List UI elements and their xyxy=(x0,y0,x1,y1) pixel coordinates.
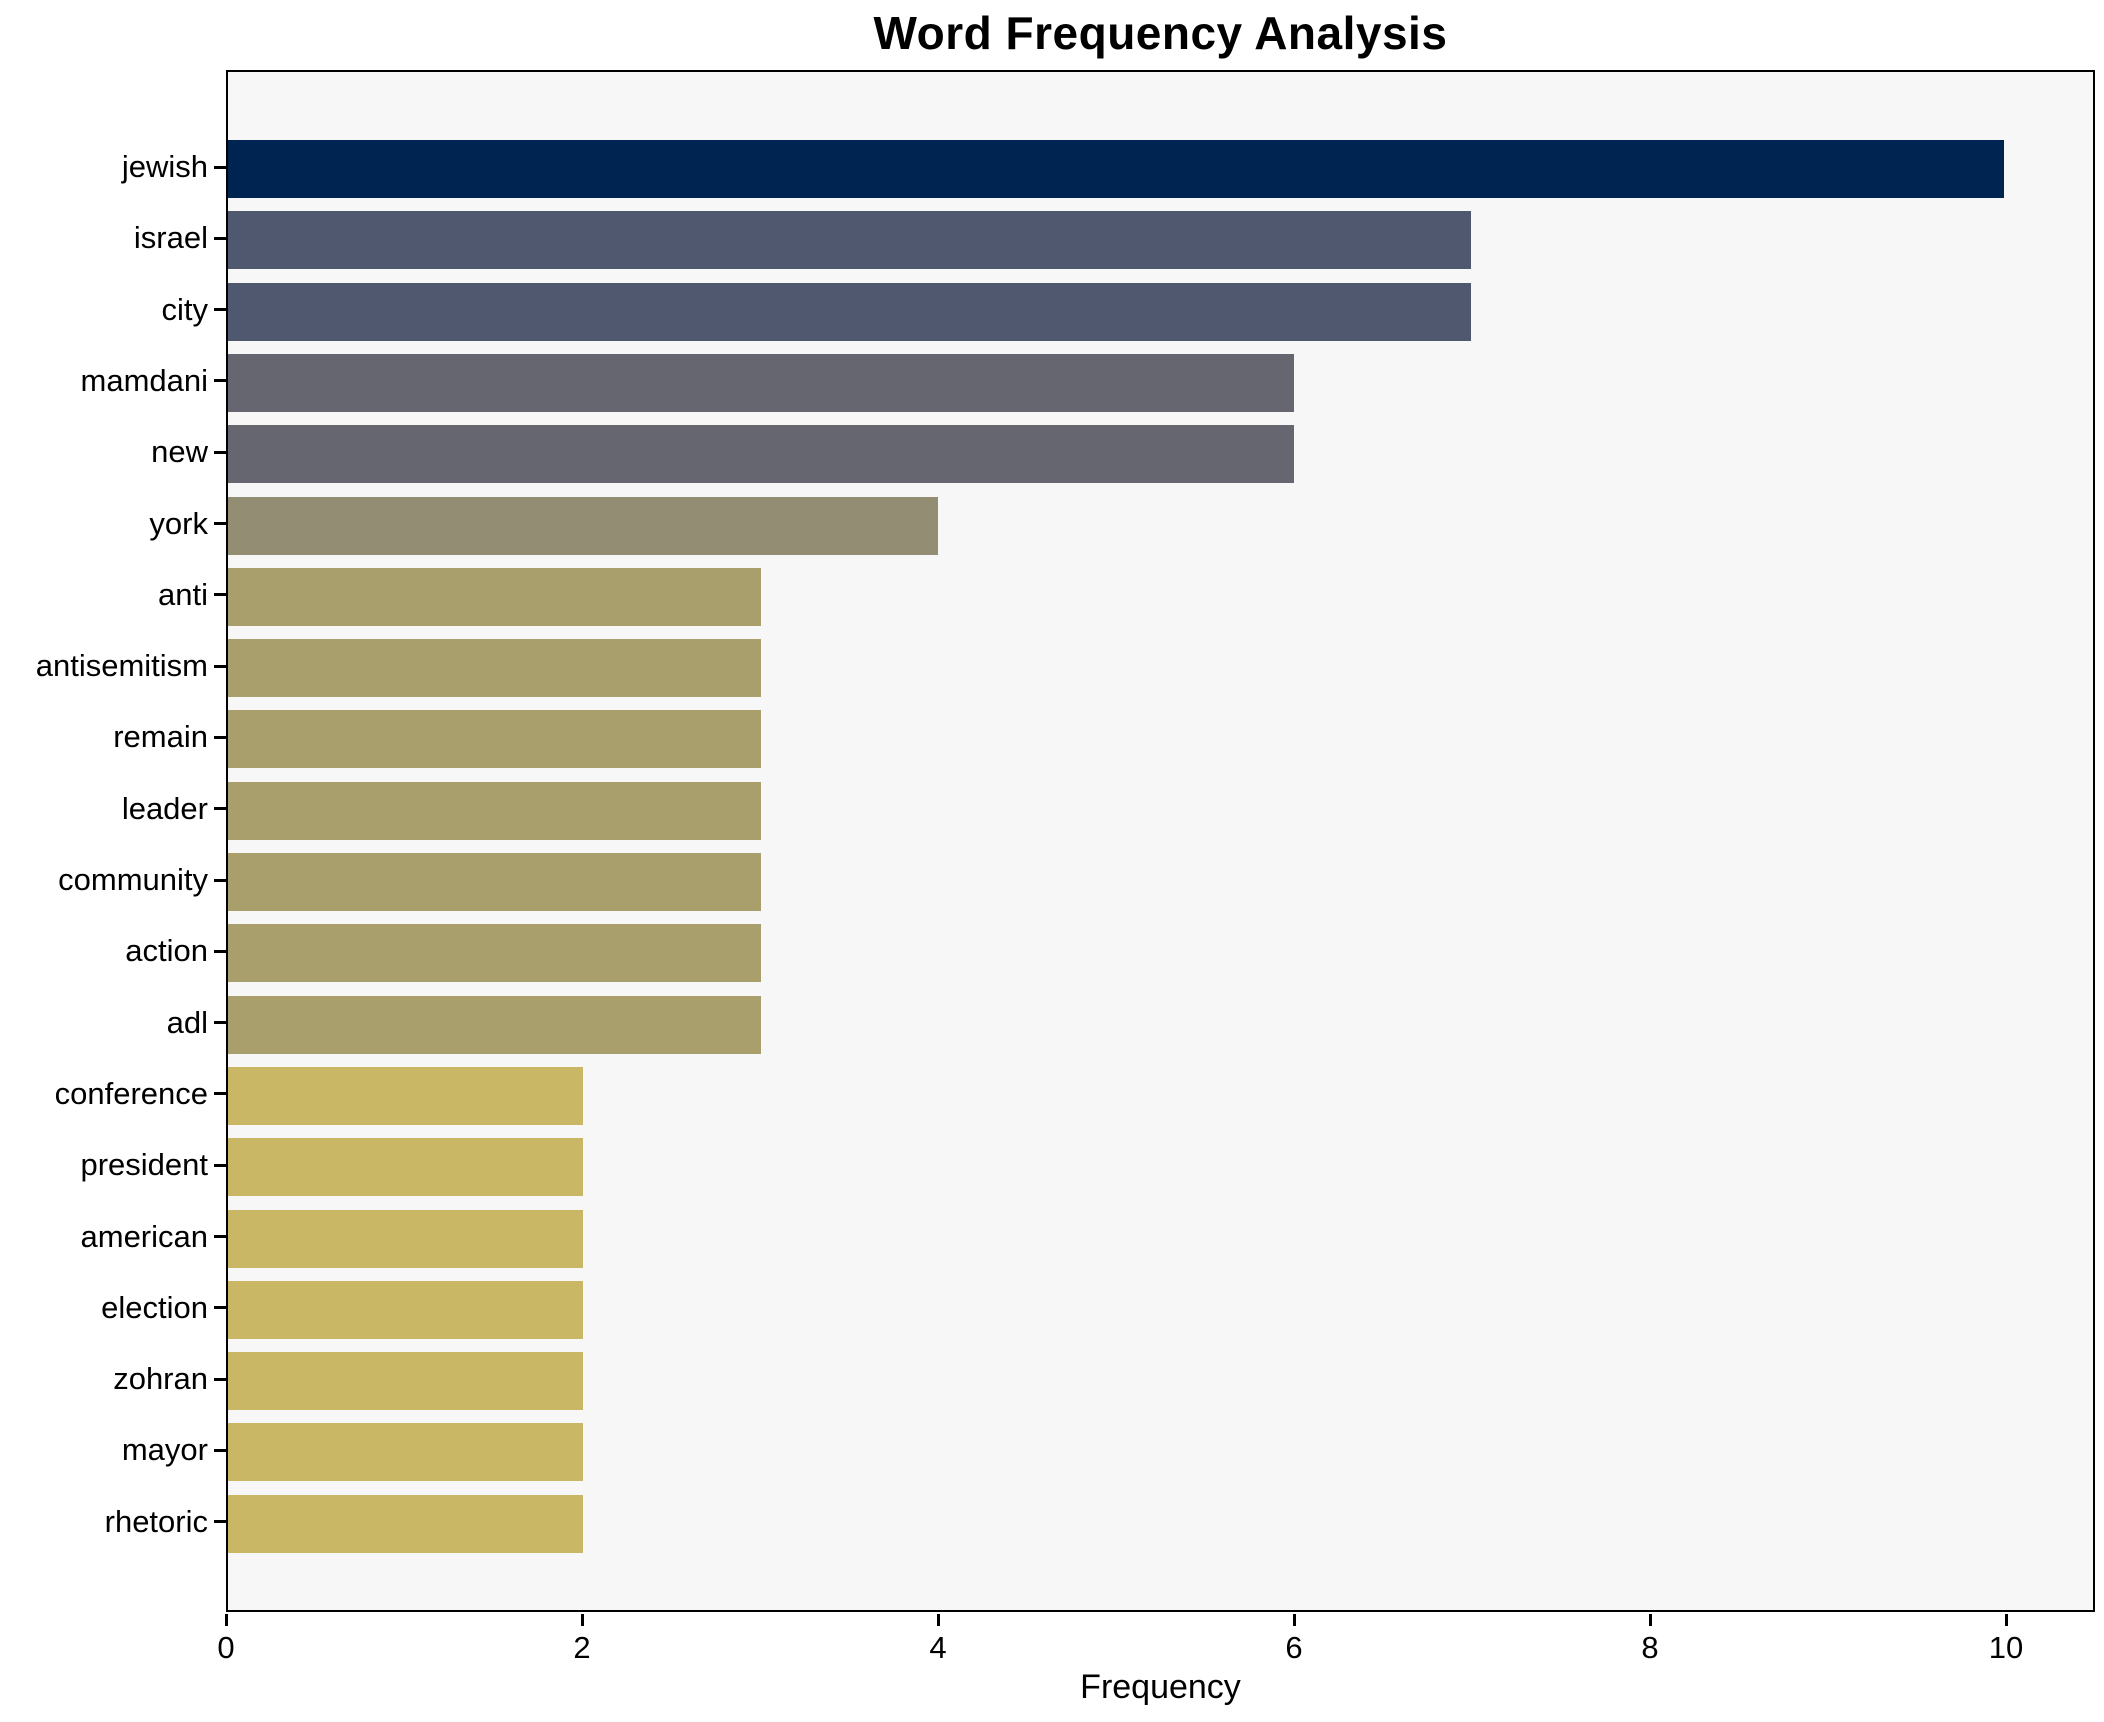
y-tick-mark xyxy=(214,1520,226,1524)
y-tick-label-city: city xyxy=(161,291,209,327)
y-tick-label-rhetoric: rhetoric xyxy=(104,1503,208,1539)
bar-jewish xyxy=(228,140,2005,198)
bar-remain xyxy=(228,710,761,769)
y-tick-label-adl: adl xyxy=(166,1004,208,1040)
y-tick-label-york: york xyxy=(149,505,208,541)
y-tick-label-antisemitism: antisemitism xyxy=(35,648,208,684)
y-tick-label-new: new xyxy=(151,434,208,470)
x-tick-number: 8 xyxy=(1641,1630,1659,1665)
y-tick-label-election: election xyxy=(101,1289,208,1325)
y-tick-mark xyxy=(214,1306,226,1310)
chart-title: Word Frequency Analysis xyxy=(873,7,1448,59)
y-tick-label-jewish: jewish xyxy=(121,149,208,184)
bar-zohran xyxy=(228,1352,584,1411)
x-tick-number: 10 xyxy=(1988,1630,2024,1665)
y-tick-label-american: american xyxy=(80,1218,209,1254)
y-tick-mark xyxy=(214,1092,226,1096)
plot-area xyxy=(226,70,2095,1612)
y-tick-label-remain: remain xyxy=(113,719,208,755)
x-tick-number: 6 xyxy=(1285,1630,1303,1665)
bar-new xyxy=(228,425,1294,484)
y-tick-mark xyxy=(214,949,226,953)
bar-mayor xyxy=(228,1423,584,1482)
x-tick-mark xyxy=(1648,1614,1652,1626)
bar-leader xyxy=(228,781,761,840)
y-tick-label-zohran: zohran xyxy=(113,1361,208,1397)
bar-israel xyxy=(228,211,1472,270)
bar-election xyxy=(228,1280,584,1339)
y-axis-labels: jewish israel city mamdani new york anti antise… xyxy=(0,70,208,1612)
y-tick-label-conference: conference xyxy=(54,1075,208,1111)
bar-rhetoric xyxy=(228,1494,584,1553)
bar-antisemitism xyxy=(228,639,761,698)
x-tick-number: 0 xyxy=(217,1630,235,1665)
y-tick-mark xyxy=(214,522,226,525)
bar-york xyxy=(228,496,939,555)
y-tick-label-action: action xyxy=(125,933,208,969)
y-tick-mark xyxy=(214,878,226,882)
x-axis-ticks: 0 2 4 6 8 10 xyxy=(217,1612,2095,1682)
y-tick-mark xyxy=(214,664,226,668)
y-tick-mark xyxy=(214,1235,226,1238)
y-tick-mark xyxy=(214,593,226,597)
y-tick-label-anti: anti xyxy=(158,576,208,612)
x-tick-number: 4 xyxy=(929,1630,947,1665)
bar-president xyxy=(228,1138,584,1197)
y-axis-ticks xyxy=(214,70,226,1612)
x-axis-label: Frequency xyxy=(1080,1668,1241,1706)
x-tick-number: 2 xyxy=(573,1630,591,1665)
y-tick-mark xyxy=(214,165,226,169)
y-tick-label-israel: israel xyxy=(133,220,208,256)
x-tick-mark xyxy=(1292,1614,1296,1626)
y-tick-mark xyxy=(214,1163,226,1167)
y-tick-label-community: community xyxy=(58,862,208,897)
y-tick-label-president: president xyxy=(80,1147,208,1183)
bar-anti xyxy=(228,567,761,626)
y-tick-mark xyxy=(214,735,226,739)
bar-action xyxy=(228,924,761,983)
y-tick-mark xyxy=(214,1021,226,1025)
bar-adl xyxy=(228,995,761,1054)
y-tick-mark xyxy=(214,1377,226,1381)
bar-city xyxy=(228,282,1472,341)
bar-conference xyxy=(228,1066,584,1125)
x-tick-mark xyxy=(580,1614,584,1626)
y-tick-label-mamdani: mamdani xyxy=(80,362,209,398)
y-tick-label-leader: leader xyxy=(121,790,208,826)
x-tick-mark xyxy=(224,1614,228,1626)
x-tick-mark xyxy=(2004,1614,2008,1626)
y-tick-mark xyxy=(214,236,226,240)
y-tick-mark xyxy=(214,450,226,454)
bar-american xyxy=(228,1209,584,1268)
y-tick-mark xyxy=(214,807,226,811)
y-tick-mark xyxy=(214,379,226,383)
x-tick-mark xyxy=(936,1614,940,1626)
y-tick-label-mayor: mayor xyxy=(121,1432,208,1468)
y-tick-mark xyxy=(214,1448,226,1452)
bar-mamdani xyxy=(228,353,1294,412)
y-tick-mark xyxy=(214,308,226,312)
bar-community xyxy=(228,853,761,911)
